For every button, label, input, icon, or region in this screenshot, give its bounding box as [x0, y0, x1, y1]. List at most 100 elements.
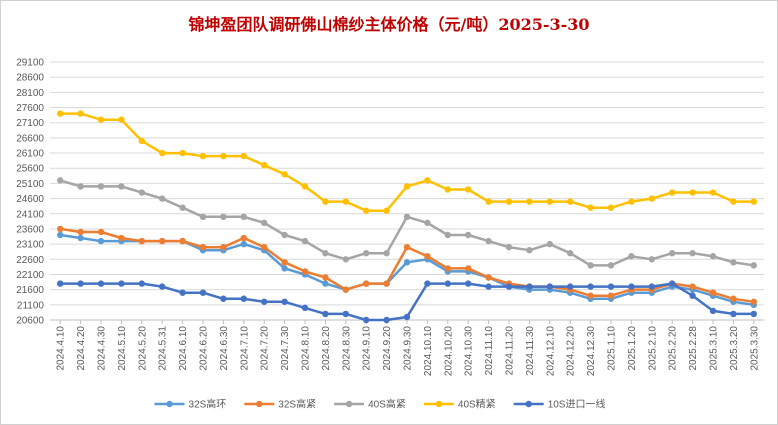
data-point [199, 152, 207, 160]
data-point [587, 283, 594, 290]
data-point [607, 292, 615, 299]
data-point [281, 298, 288, 305]
legend-item: 32S高环 [154, 398, 227, 411]
data-point [342, 198, 349, 205]
y-axis: 20600 21100 21600 22100 22600 23100 23600 24100… [16, 58, 44, 327]
data-point [526, 246, 533, 254]
y-tick-label: 27600 [16, 103, 44, 114]
x-tick-label: 2024.12.20 [566, 326, 577, 376]
data-point [424, 219, 431, 227]
data-point [709, 253, 717, 260]
data-point [77, 280, 84, 287]
data-point [750, 262, 757, 269]
x-axis: 2024.4.10 2024.4.20 2024.4.30 2024.5.10 2024… [50, 319, 764, 376]
data-point [97, 183, 105, 190]
data-point [689, 292, 696, 299]
data-point [444, 265, 451, 272]
legend-swatch-marker [435, 400, 443, 408]
data-point [363, 250, 370, 257]
data-point [567, 283, 574, 290]
y-tick-label: 20600 [16, 316, 44, 327]
legend-label: 40S精紧 [458, 398, 496, 411]
data-point [465, 186, 472, 193]
x-tick-label: 2025.2.28 [688, 326, 699, 371]
data-point [505, 198, 513, 205]
data-point [261, 243, 268, 251]
data-point [261, 219, 268, 227]
data-point [383, 280, 390, 287]
data-point [138, 280, 145, 287]
data-point [159, 149, 166, 157]
data-point [281, 171, 288, 178]
data-point [424, 280, 431, 287]
data-point [220, 152, 227, 160]
data-point [281, 265, 288, 272]
data-point [57, 231, 64, 239]
data-point [57, 177, 64, 184]
legend-label: 32S高环 [189, 398, 227, 411]
y-tick-label: 24100 [16, 209, 44, 220]
x-tick-label: 2024.11.30 [525, 326, 536, 376]
data-point [648, 283, 655, 290]
x-tick-label: 2024.4.30 [97, 326, 108, 371]
data-point [669, 189, 676, 196]
data-point [403, 243, 411, 251]
data-point [403, 183, 411, 190]
data-point [97, 116, 105, 123]
data-point [383, 316, 390, 324]
data-point [444, 186, 451, 193]
data-point [220, 243, 227, 251]
data-point [363, 207, 370, 214]
series-line [58, 179, 756, 267]
x-tick-label: 2025.1.10 [607, 326, 618, 371]
data-point [159, 283, 166, 290]
data-point [424, 253, 431, 260]
y-tick-label: 27100 [16, 118, 44, 129]
data-point [281, 231, 288, 239]
data-point [118, 280, 125, 287]
data-point [750, 310, 757, 318]
data-point [159, 195, 166, 202]
data-point [750, 198, 757, 205]
gridlines [50, 61, 764, 321]
data-point [240, 240, 247, 248]
data-point [607, 262, 615, 269]
data-point [444, 231, 451, 239]
data-point [730, 295, 737, 302]
data-point [342, 286, 349, 293]
data-point [403, 259, 411, 266]
x-tick-label: 2025.2.10 [647, 326, 658, 371]
data-point [179, 149, 186, 157]
y-tick-label: 26100 [16, 149, 44, 160]
data-point [628, 198, 635, 205]
data-point [240, 152, 247, 160]
data-point [485, 274, 492, 281]
data-point [526, 283, 533, 290]
legend: 32S高环 32S高紧 40S高紧 40S精紧 10S进口一线 [154, 398, 605, 411]
data-point [138, 137, 145, 145]
data-point [179, 204, 186, 211]
data-point [567, 198, 574, 205]
y-tick-label: 23100 [16, 240, 44, 251]
data-point [465, 265, 472, 272]
legend-label: 40S高紧 [368, 398, 406, 411]
data-point [261, 298, 268, 305]
data-point [118, 116, 125, 123]
data-point [403, 313, 411, 321]
data-point [199, 289, 207, 296]
data-point [159, 237, 166, 245]
data-point [465, 280, 472, 287]
x-tick-label: 2025.3.10 [709, 326, 720, 371]
data-point [322, 198, 329, 205]
x-tick-label: 2024.6.20 [199, 326, 210, 371]
data-point [220, 213, 227, 220]
data-point [709, 307, 717, 315]
data-point [403, 213, 411, 220]
x-tick-label: 2024.9.20 [382, 326, 393, 371]
series-3 [57, 110, 757, 214]
data-point [709, 189, 717, 196]
y-tick-label: 25100 [16, 179, 44, 190]
data-point [546, 240, 553, 248]
legend-swatch-marker [256, 400, 263, 408]
